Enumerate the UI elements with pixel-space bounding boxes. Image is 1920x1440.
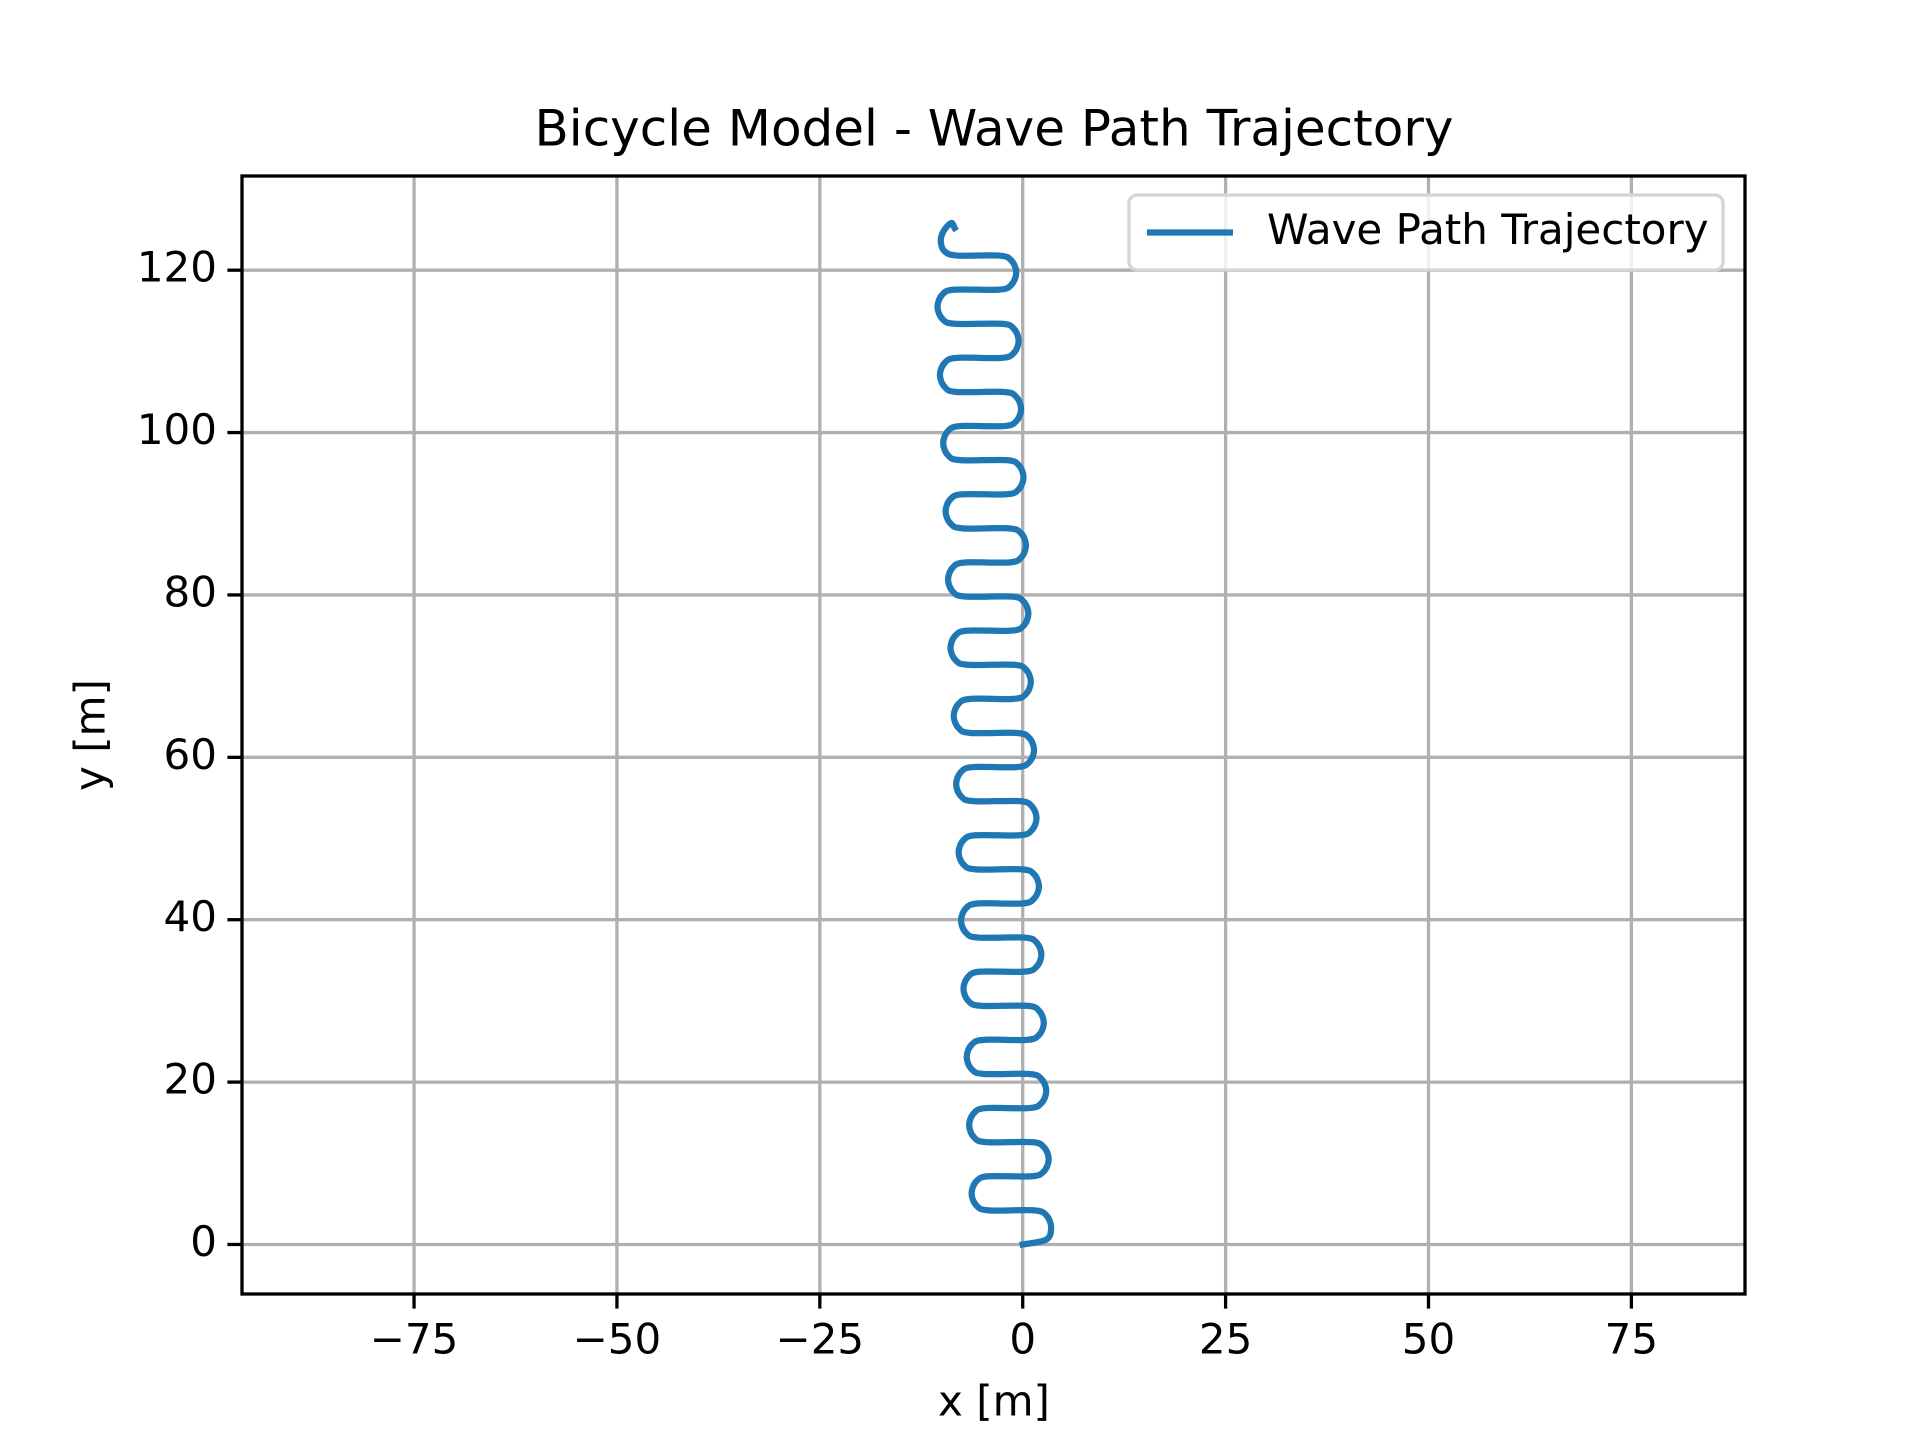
y-tick-label: 80 (164, 567, 217, 616)
x-axis-label: x [m] (938, 1377, 1050, 1426)
legend-label: Wave Path Trajectory (1267, 205, 1709, 254)
y-tick-label: 100 (137, 405, 217, 454)
legend: Wave Path Trajectory (1127, 193, 1725, 272)
y-tick-label: 60 (164, 730, 217, 779)
axes-frame (240, 174, 1747, 1296)
x-tick-label: 25 (1199, 1315, 1252, 1364)
trajectory-line (934, 219, 1055, 1249)
y-tick-label: 20 (164, 1055, 217, 1104)
legend-box (1127, 193, 1725, 272)
x-tick-label: 50 (1402, 1315, 1455, 1364)
chart-title: Bicycle Model - Wave Path Trajectory (535, 100, 1454, 158)
x-tick-label: −75 (370, 1315, 459, 1364)
x-tick-label: 0 (1009, 1315, 1036, 1364)
y-axis-label: y [m] (66, 679, 115, 791)
y-tick-label: 40 (164, 892, 217, 941)
x-tick-label: −50 (573, 1315, 662, 1364)
x-tick-label: −25 (776, 1315, 865, 1364)
y-tick-label: 120 (137, 243, 217, 292)
y-tick-label: 0 (190, 1217, 217, 1266)
x-tick-label: 75 (1605, 1315, 1658, 1364)
